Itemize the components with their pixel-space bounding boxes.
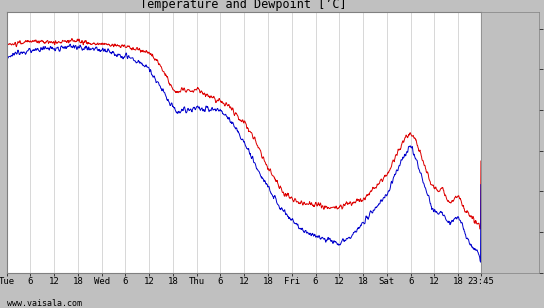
Text: www.vaisala.com: www.vaisala.com	[7, 299, 82, 308]
Title: Temperature and Dewpoint [’C]: Temperature and Dewpoint [’C]	[140, 0, 347, 11]
